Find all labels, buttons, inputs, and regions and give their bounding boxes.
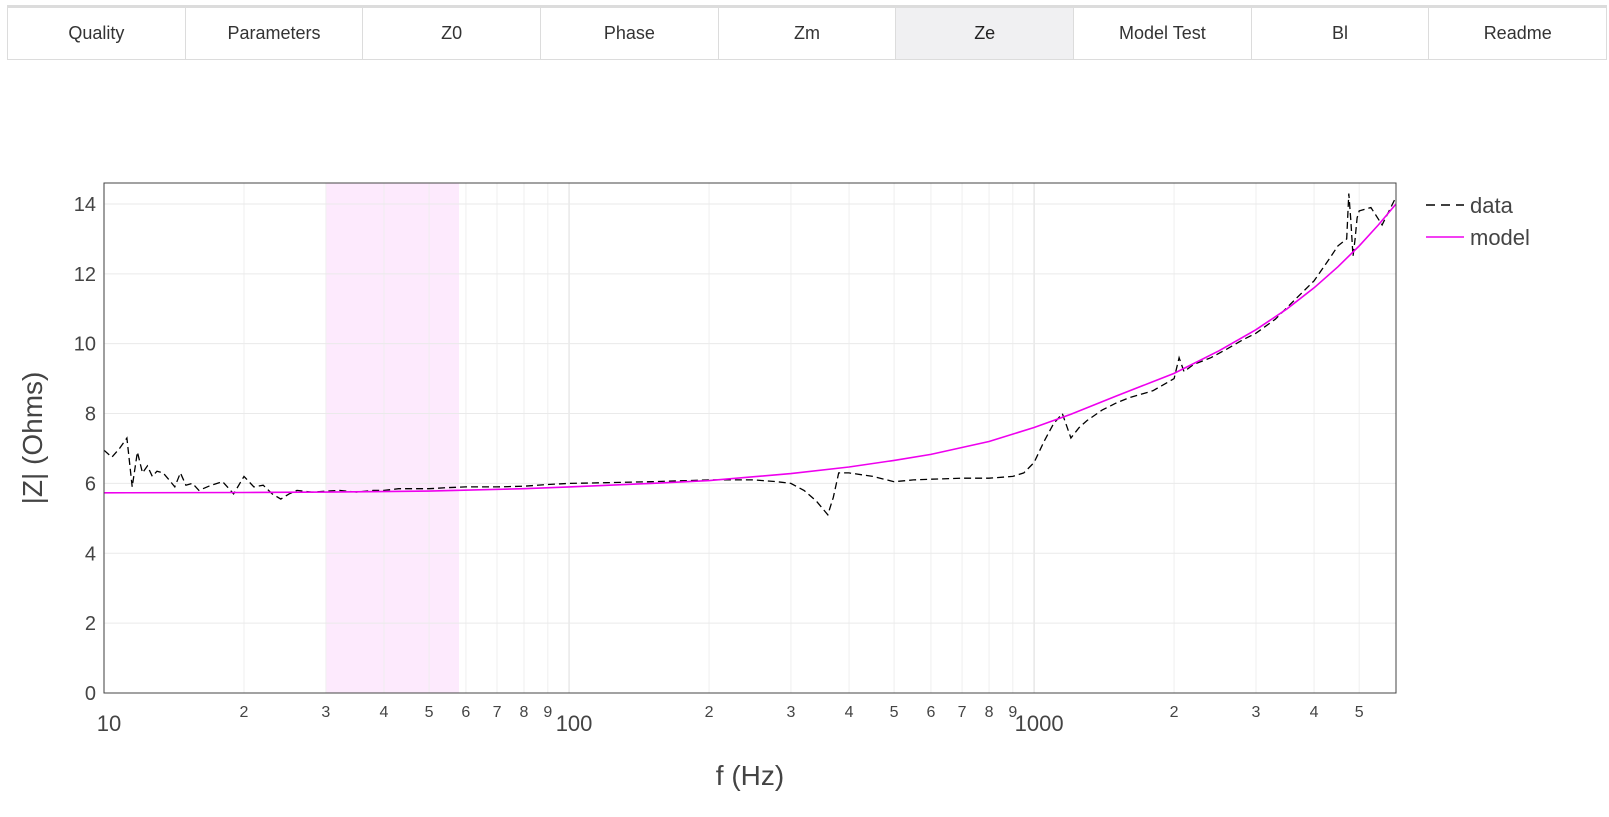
shaded-band (325, 183, 460, 693)
x-major-tick-label: 10 (97, 711, 121, 736)
x-minor-tick-label: 5 (425, 704, 434, 721)
y-tick-label: 6 (85, 473, 96, 495)
tab-bl[interactable]: Bl (1252, 8, 1430, 59)
x-major-tick-label: 100 (556, 711, 593, 736)
y-tick-label: 14 (74, 194, 96, 216)
tab-zm[interactable]: Zm (719, 8, 897, 59)
x-minor-tick-label: 9 (543, 704, 552, 721)
tab-z0[interactable]: Z0 (363, 8, 542, 59)
x-minor-tick-label: 9 (1008, 704, 1017, 721)
y-tick-label: 8 (85, 404, 96, 426)
y-tick-label: 2 (85, 613, 96, 635)
x-minor-tick-label: 2 (705, 704, 714, 721)
x-axis-title: f (Hz) (716, 760, 784, 791)
x-minor-tick-label: 5 (890, 704, 899, 721)
x-minor-tick-label: 3 (321, 704, 330, 721)
tab-quality[interactable]: Quality (8, 8, 186, 59)
tab-parameters[interactable]: Parameters (186, 8, 364, 59)
x-minor-tick-label: 4 (380, 704, 389, 721)
tab-model-test[interactable]: Model Test (1074, 8, 1252, 59)
x-minor-tick-label: 8 (520, 704, 529, 721)
x-minor-tick-label: 4 (1310, 704, 1319, 721)
series-layer (103, 193, 1397, 517)
y-tick-label: 10 (74, 334, 96, 356)
x-major-tick-label: 1000 (1015, 711, 1064, 736)
series-line-model (103, 203, 1397, 494)
x-minor-tick-label: 3 (1252, 704, 1261, 721)
grid-layer (103, 183, 1396, 693)
x-minor-tick-label: 7 (958, 704, 967, 721)
legend-label-data[interactable]: data (1470, 193, 1514, 218)
series-line-data (103, 193, 1397, 517)
x-minor-tick-label: 3 (786, 704, 795, 721)
shaded-band-layer (325, 183, 460, 693)
x-minor-tick-label: 2 (240, 704, 249, 721)
y-tick-label: 0 (85, 683, 96, 705)
legend[interactable]: data model (1426, 193, 1530, 250)
tab-readme[interactable]: Readme (1483, 23, 1552, 43)
y-tick-label: 4 (85, 543, 96, 565)
tab-ze[interactable]: Ze (896, 8, 1075, 59)
tab-phase[interactable]: Phase (541, 8, 719, 59)
legend-label-model[interactable]: model (1470, 225, 1530, 250)
x-minor-tick-label: 6 (461, 704, 470, 721)
tab-bar: Quality Parameters Z0 Phase Zm Ze Model Test Bl… (7, 5, 1607, 60)
x-minor-tick-label: 2 (1170, 704, 1179, 721)
y-tick-label: 12 (74, 264, 96, 286)
x-minor-tick-label: 8 (985, 704, 994, 721)
x-minor-tick-label: 4 (845, 704, 854, 721)
x-minor-tick-label: 5 (1355, 704, 1364, 721)
y-axis-title: |Z| (Ohms) (17, 372, 48, 505)
plot-frame (103, 182, 1397, 694)
x-minor-tick-label: 7 (493, 704, 502, 721)
x-minor-tick-label: 6 (926, 704, 935, 721)
